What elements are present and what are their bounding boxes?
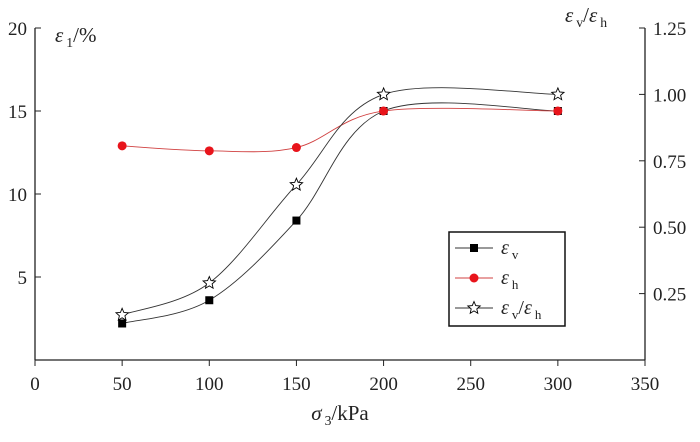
data-point-circle bbox=[553, 106, 563, 116]
data-point-star bbox=[376, 86, 391, 101]
y-left-tick-label: 5 bbox=[18, 268, 28, 289]
y-right-axis-label: ε v/ε h bbox=[565, 3, 607, 30]
data-point-star bbox=[550, 86, 566, 101]
legend-label: ε v/ε h bbox=[501, 297, 542, 322]
y-right-tick-label: 1.00 bbox=[653, 85, 686, 106]
x-tick-label: 150 bbox=[282, 374, 311, 395]
legend-marker-square bbox=[470, 244, 478, 252]
data-point-square bbox=[292, 216, 301, 225]
y-right-tick-label: 0.50 bbox=[653, 218, 686, 239]
x-tick-label: 50 bbox=[113, 374, 132, 395]
data-point-square bbox=[205, 296, 214, 305]
data-point-circle bbox=[117, 141, 127, 151]
legend-marker-star bbox=[466, 300, 482, 315]
series-line-star bbox=[121, 87, 558, 316]
data-point-circle bbox=[204, 146, 214, 156]
legend-marker-circle bbox=[469, 273, 479, 283]
x-tick-label: 300 bbox=[544, 374, 573, 395]
x-tick-label: 200 bbox=[369, 374, 398, 395]
x-tick-label: 100 bbox=[195, 374, 224, 395]
series-line-square bbox=[122, 102, 558, 324]
x-axis-label: σ 3/kPa bbox=[311, 401, 369, 428]
data-point-circle bbox=[291, 143, 301, 153]
y-right-tick-label: 0.25 bbox=[653, 285, 686, 306]
x-tick-label: 0 bbox=[30, 374, 40, 395]
y-left-tick-label: 20 bbox=[8, 19, 27, 40]
y-right-tick-label: 0.75 bbox=[653, 152, 686, 173]
data-point-star bbox=[201, 275, 217, 290]
x-tick-label: 250 bbox=[456, 374, 485, 395]
data-point-star bbox=[289, 177, 304, 191]
x-tick-label: 350 bbox=[631, 374, 660, 395]
y-left-tick-label: 15 bbox=[8, 102, 27, 123]
data-point-circle bbox=[379, 106, 389, 116]
data-point-square bbox=[118, 319, 127, 328]
y-right-tick-label: 1.25 bbox=[653, 19, 686, 40]
series-line-circle bbox=[122, 107, 558, 153]
y-left-tick-label: 10 bbox=[8, 185, 27, 206]
data-point-star bbox=[114, 307, 130, 322]
y-left-axis-label: ε 1/% bbox=[55, 23, 96, 50]
